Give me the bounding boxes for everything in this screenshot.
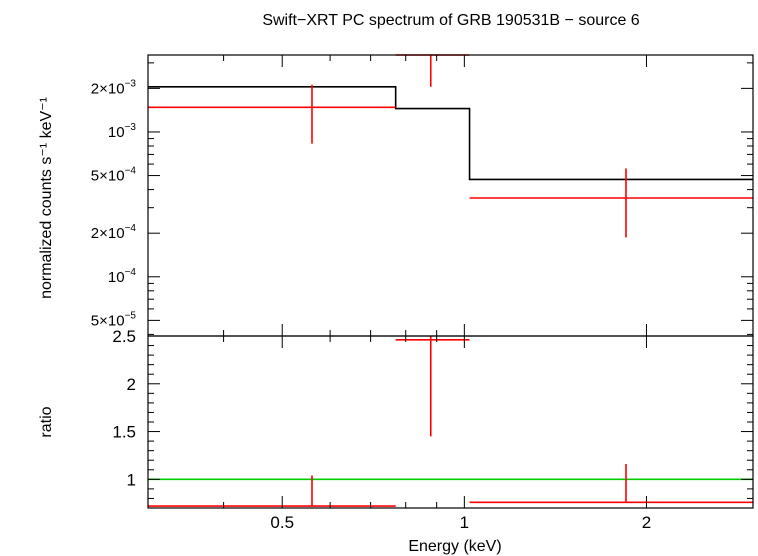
top-plot-frame [147, 54, 754, 337]
top-y-tick-label: 2×10−4 [91, 223, 137, 242]
top-panel: 5×10−5 10−4 2×10−4 5×10−4 10−3 2×10−3 normali… [38, 54, 754, 337]
x-tick-label: 0.5 [270, 513, 294, 532]
bottom-y-tick-label: 2.5 [112, 327, 136, 346]
x-tick-label: 1 [460, 513, 469, 532]
bottom-y-axis-label: ratio [38, 406, 55, 437]
x-tick-label: 2 [642, 513, 651, 532]
top-y-tick-label: 5×10−5 [91, 310, 137, 329]
x-axis-label: Energy (keV) [408, 538, 501, 555]
bottom-y-tick-label: 2 [127, 375, 136, 394]
bottom-panel: 1 1.5 2 2.5 0.5 1 2 ratio Energy (keV) [38, 327, 754, 555]
top-y-tick-label: 10−4 [108, 267, 137, 286]
top-y-tick-label: 10−3 [108, 122, 137, 141]
model-step-line [148, 86, 753, 181]
top-y-axis-label: normalized counts s⁻¹ keV⁻¹ [38, 97, 55, 299]
chart-title: Swift−XRT PC spectrum of GRB 190531B − s… [262, 12, 639, 29]
top-y-tick-label: 5×10−4 [91, 166, 137, 185]
bottom-y-tick-label: 1 [127, 470, 136, 489]
bottom-plot-frame [147, 335, 754, 509]
top-y-tick-label: 2×10−3 [91, 78, 137, 97]
bottom-y-tick-label: 1.5 [112, 423, 136, 442]
